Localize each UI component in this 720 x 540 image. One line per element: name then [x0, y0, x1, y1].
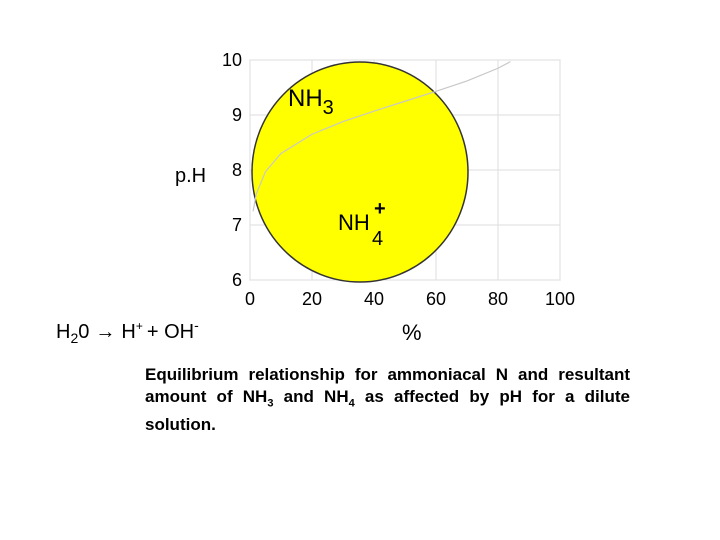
nh4-text: NH — [338, 210, 370, 235]
y-tick-label: 6 — [232, 270, 242, 290]
y-tick-label: 8 — [232, 160, 242, 180]
x-tick-label: 20 — [302, 289, 322, 309]
eq-arrow: → — [95, 321, 115, 343]
plot — [252, 61, 511, 212]
nh4-label: NH4 + — [338, 198, 386, 250]
x-tick-label: 100 — [545, 289, 575, 309]
x-tick-label: 80 — [488, 289, 508, 309]
caption: Equilibrium relationship for ammoniacal … — [145, 364, 630, 436]
x-tick-label: 40 — [364, 289, 384, 309]
eq-oh: + OH — [147, 321, 194, 343]
equation: H20 → H+ + OH- — [56, 317, 199, 346]
eq-sup: + — [136, 319, 143, 333]
nh3-label: NH3 — [288, 85, 334, 119]
caption-text: as affected by pH for a dilute solution. — [145, 387, 630, 435]
nh4-sub: 4 — [372, 228, 383, 250]
nh3-sub: 3 — [323, 97, 334, 119]
y-tick-label: 7 — [232, 215, 242, 235]
caption-sub: 3 — [267, 397, 274, 410]
highlight-circle — [251, 61, 469, 283]
x-tick-label: 60 — [426, 289, 446, 309]
nh3-text: NH — [288, 85, 323, 112]
eq-h2: H — [121, 321, 135, 343]
nh4-sup: + — [374, 198, 386, 220]
y-axis-label: p.H — [175, 165, 206, 187]
eq-h: H — [56, 321, 70, 343]
eq-sub: 2 — [70, 330, 78, 346]
x-tick-label: 0 — [245, 289, 255, 309]
y-tick-label: 9 — [232, 105, 242, 125]
line-series — [252, 61, 511, 212]
y-tick-label: 10 — [222, 50, 242, 70]
caption-sub: 4 — [348, 397, 355, 410]
caption-text: Equilibrium relationship for ammoniacal … — [145, 365, 630, 406]
x-axis-label: % — [402, 320, 422, 345]
eq-sup2: - — [194, 317, 199, 333]
caption-text: and NH — [273, 387, 349, 406]
eq-zero: 0 — [78, 321, 89, 343]
